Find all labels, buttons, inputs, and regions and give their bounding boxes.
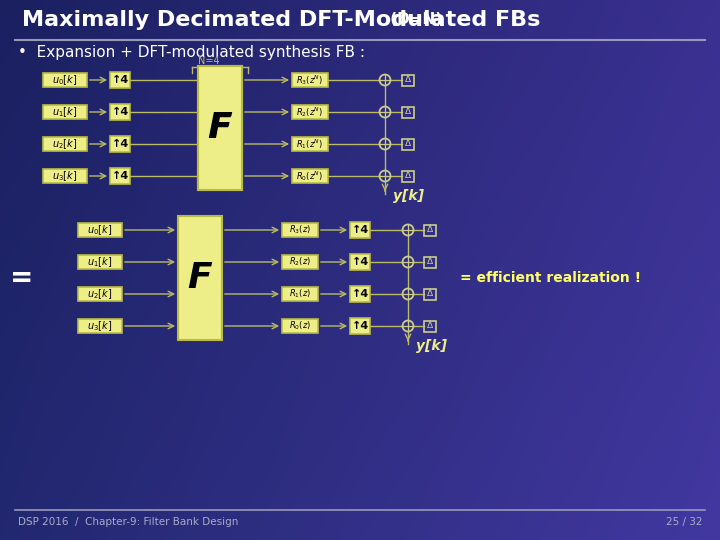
Text: $u_3[k]$: $u_3[k]$ — [87, 319, 112, 333]
Text: ↑4: ↑4 — [112, 171, 129, 181]
FancyBboxPatch shape — [282, 223, 318, 237]
FancyBboxPatch shape — [78, 319, 122, 333]
Text: N=4: N=4 — [198, 56, 220, 66]
Text: y[k]: y[k] — [393, 189, 424, 203]
FancyBboxPatch shape — [78, 287, 122, 301]
Text: =: = — [10, 264, 34, 292]
Text: ↑4: ↑4 — [112, 75, 129, 85]
Text: ↑4: ↑4 — [351, 257, 369, 267]
Text: $R_1(z)$: $R_1(z)$ — [289, 288, 311, 300]
Text: F: F — [188, 261, 212, 295]
FancyBboxPatch shape — [292, 73, 328, 87]
Text: $u_2[k]$: $u_2[k]$ — [87, 287, 112, 301]
FancyBboxPatch shape — [178, 216, 222, 340]
Text: F: F — [207, 111, 233, 145]
Text: Δ: Δ — [405, 172, 411, 180]
Text: ↑4: ↑4 — [351, 321, 369, 331]
FancyBboxPatch shape — [198, 66, 242, 190]
Text: Δ: Δ — [427, 226, 433, 234]
FancyBboxPatch shape — [43, 105, 87, 119]
Text: $u_0[k]$: $u_0[k]$ — [53, 73, 78, 87]
FancyBboxPatch shape — [350, 286, 370, 302]
Text: ↑4: ↑4 — [112, 107, 129, 117]
FancyBboxPatch shape — [282, 319, 318, 333]
Text: DSP 2016  /  Chapter-9: Filter Bank Design: DSP 2016 / Chapter-9: Filter Bank Design — [18, 517, 238, 527]
Text: $u_1[k]$: $u_1[k]$ — [87, 255, 112, 269]
FancyBboxPatch shape — [78, 255, 122, 269]
FancyBboxPatch shape — [43, 137, 87, 151]
FancyBboxPatch shape — [110, 136, 130, 152]
Text: $R_0(z)$: $R_0(z)$ — [289, 320, 311, 332]
FancyBboxPatch shape — [292, 105, 328, 119]
Text: Maximally Decimated DFT-Modulated FBs: Maximally Decimated DFT-Modulated FBs — [22, 10, 541, 30]
Text: Δ: Δ — [405, 107, 411, 117]
Text: y[k]: y[k] — [416, 339, 447, 353]
Text: = efficient realization !: = efficient realization ! — [460, 271, 641, 285]
Text: $R_1(z^N)$: $R_1(z^N)$ — [297, 137, 323, 151]
FancyBboxPatch shape — [350, 254, 370, 270]
FancyBboxPatch shape — [350, 222, 370, 238]
Text: $u_1[k]$: $u_1[k]$ — [53, 105, 78, 119]
Text: (D=N): (D=N) — [385, 12, 442, 28]
Text: F: F — [209, 111, 231, 145]
FancyBboxPatch shape — [43, 169, 87, 183]
Text: Δ: Δ — [427, 321, 433, 330]
FancyBboxPatch shape — [110, 168, 130, 184]
Text: Δ: Δ — [427, 258, 433, 267]
Text: •  Expansion + DFT-modulated synthesis FB :: • Expansion + DFT-modulated synthesis FB… — [18, 45, 365, 60]
Text: ↑4: ↑4 — [351, 289, 369, 299]
FancyBboxPatch shape — [110, 104, 130, 120]
Text: $u_0[k]$: $u_0[k]$ — [87, 223, 112, 237]
FancyBboxPatch shape — [198, 66, 242, 190]
Text: Δ: Δ — [405, 76, 411, 84]
Text: Δ: Δ — [427, 289, 433, 299]
FancyBboxPatch shape — [282, 255, 318, 269]
Text: $R_2(z^N)$: $R_2(z^N)$ — [297, 105, 323, 119]
Text: ↑4: ↑4 — [351, 225, 369, 235]
Text: 25 / 32: 25 / 32 — [665, 517, 702, 527]
Text: $u_2[k]$: $u_2[k]$ — [53, 137, 78, 151]
FancyBboxPatch shape — [282, 287, 318, 301]
Text: ↑4: ↑4 — [112, 139, 129, 149]
Text: $R_0(z^N)$: $R_0(z^N)$ — [297, 169, 323, 183]
Text: Δ: Δ — [405, 139, 411, 148]
FancyBboxPatch shape — [43, 73, 87, 87]
FancyBboxPatch shape — [292, 137, 328, 151]
FancyBboxPatch shape — [110, 72, 130, 88]
FancyBboxPatch shape — [78, 223, 122, 237]
FancyBboxPatch shape — [292, 169, 328, 183]
FancyBboxPatch shape — [350, 318, 370, 334]
Text: $u_3[k]$: $u_3[k]$ — [53, 169, 78, 183]
Text: $R_3(z^N)$: $R_3(z^N)$ — [297, 73, 323, 87]
Text: $R_3(z)$: $R_3(z)$ — [289, 224, 311, 237]
Text: $R_2(z)$: $R_2(z)$ — [289, 256, 311, 268]
